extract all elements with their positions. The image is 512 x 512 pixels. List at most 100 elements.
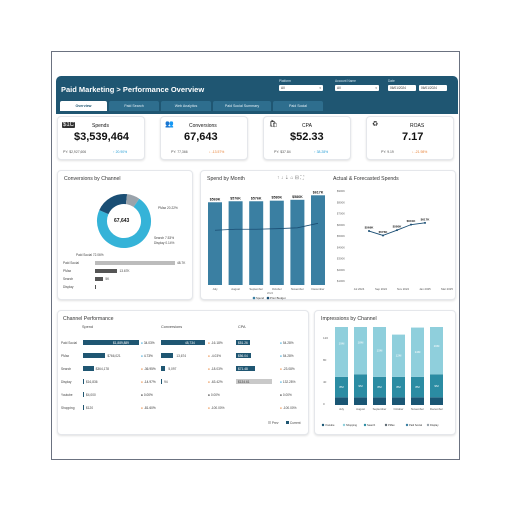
kpi-prior-year: PY: $37.84	[274, 150, 291, 154]
segment-label: 9M	[358, 384, 363, 388]
legend-item: Shopping	[346, 423, 358, 427]
donut-slice	[125, 194, 139, 208]
spend-bar	[228, 201, 243, 285]
bar-value: 5K	[105, 277, 110, 281]
legend-item: PMax	[388, 423, 395, 427]
row-channel: Search	[61, 367, 72, 371]
bag-icon: 🛍	[269, 121, 278, 128]
spend-value: $766,021	[107, 354, 121, 358]
col-cpa: CPA	[238, 325, 246, 329]
spend-bar-label: $576K	[230, 196, 241, 200]
kpi-label: Spends	[92, 123, 109, 129]
point-label: $617K	[421, 217, 431, 221]
legend-swatch	[363, 423, 367, 427]
legend-item: Paid Social	[409, 423, 422, 427]
bar	[95, 261, 175, 265]
spend-bar	[269, 200, 284, 285]
month-tick: August	[231, 287, 240, 291]
cpa-value: $71.48	[238, 367, 248, 371]
tab-bar: Overview Paid Search Web Analytics Paid …	[56, 101, 458, 112]
spend-panel: Spend by Month ↑ ↓ ⇣ ⌂ ⊟ ⛶ $569K July $576…	[200, 170, 456, 300]
impressions-segment	[335, 397, 348, 405]
impressions-segment	[411, 327, 424, 377]
date-end-input[interactable]: 06/01/2024	[419, 85, 447, 91]
kpi-label: ROAS	[410, 123, 425, 129]
x-tick: Mar 2025	[441, 287, 453, 291]
spend-bar	[311, 195, 325, 285]
donut-total: 67,643	[114, 218, 130, 224]
tab-overview[interactable]: Overview	[60, 101, 107, 111]
conversion-change: ● -100.00%	[208, 406, 225, 410]
panel-title: Channel Performance	[63, 316, 114, 322]
bar	[95, 269, 118, 273]
y-tick: $100K	[337, 279, 345, 283]
impressions-segment	[411, 376, 424, 398]
spend-bar-label: $569K	[210, 197, 221, 201]
dashboard-frame: Paid Marketing > Performance Overview Pl…	[51, 51, 460, 460]
impressions-segment	[373, 327, 386, 377]
y-tick: $500K	[337, 234, 345, 238]
platform-filter[interactable]: All ▾	[279, 85, 323, 91]
tab-web-analytics[interactable]: Web Analytics	[161, 101, 211, 111]
tab-paid-social-summary[interactable]: Paid Social Summary	[213, 101, 271, 111]
segment-label: 8M	[339, 385, 344, 389]
actual-forecast-chart: $900K $800K $700K $600K $500K $400K $300K $200K…	[337, 189, 453, 291]
tab-paid-search[interactable]: Paid Search	[109, 101, 159, 111]
spend-bar	[83, 405, 84, 410]
bar-label: Display	[63, 285, 74, 289]
bar-value: 13.67K	[119, 269, 130, 273]
spend-change: ● 4.73%	[141, 354, 153, 358]
date-start-input[interactable]: 06/01/2024	[388, 85, 416, 91]
tab-paid-social[interactable]: Paid Social	[273, 101, 323, 111]
legend-swatch	[321, 423, 325, 427]
kpi-card-roas: ♻ ROAS 7.17 PY: 9.19 ↓ -21.98%	[366, 116, 454, 160]
row-channel: Display	[61, 380, 72, 384]
bar-value: 48.7K	[177, 261, 186, 265]
month-tick: December	[430, 407, 443, 411]
spend-change: ● 34.03%	[141, 341, 155, 345]
legend-item: Youtube	[325, 423, 335, 427]
impressions-segment	[335, 327, 348, 377]
spend-bar	[83, 366, 94, 371]
month-tick: September	[373, 407, 387, 411]
month-tick: October	[394, 407, 404, 411]
impressions-segment	[430, 397, 443, 405]
donut-label-display: Display 0.14%	[154, 241, 175, 245]
bar-label: Paid Social	[63, 261, 79, 265]
point-label: $601K	[407, 219, 417, 223]
month-tick: July	[213, 287, 219, 291]
legend-item: Search	[367, 423, 376, 427]
actual-point	[410, 223, 412, 226]
conversion-change: ● -16.18%	[208, 341, 223, 345]
donut-label-search: Search 7.53%	[154, 236, 175, 240]
impressions-segment	[392, 397, 405, 405]
cpa-change: ● 0.00%	[280, 393, 292, 397]
kpi-change: ↓ -13.57%	[209, 150, 225, 154]
segment-label: 18M	[358, 341, 364, 345]
account-filter[interactable]: All ▾	[335, 85, 379, 91]
people-icon: 👥	[165, 121, 174, 128]
legend-swatch	[342, 423, 346, 427]
y-tick: $600K	[337, 223, 345, 227]
row-channel: Paid Social	[61, 341, 77, 345]
spend-by-month-chart: $569K July $576K August $576K September $580K O…	[208, 190, 325, 300]
cpa-bar	[236, 379, 272, 384]
spend-bar-label: $586K	[292, 195, 303, 199]
platform-filter-label: Platform	[279, 79, 291, 83]
legend-swatch	[252, 296, 256, 300]
segment-label: 12M	[396, 354, 402, 358]
spend-value: $120	[86, 406, 94, 410]
col-conversions: Conversions	[161, 325, 183, 329]
segment-label: 8M	[396, 385, 401, 389]
segment-label: 8M	[377, 385, 382, 389]
point-label: $580K	[393, 225, 403, 229]
impressions-segment	[354, 397, 367, 405]
row-channel: Youtube	[61, 393, 73, 397]
impressions-segment	[335, 376, 348, 398]
conversion-value: 5,097	[168, 367, 177, 371]
spend-bar	[83, 340, 139, 345]
page-title: Paid Marketing > Performance Overview	[61, 85, 205, 94]
col-spend: Spend	[82, 325, 93, 329]
toolbar-icons[interactable]: ↑ ↓ ⇣ ⌂ ⊟ ⛶	[277, 175, 304, 181]
spend-bar	[290, 199, 305, 285]
